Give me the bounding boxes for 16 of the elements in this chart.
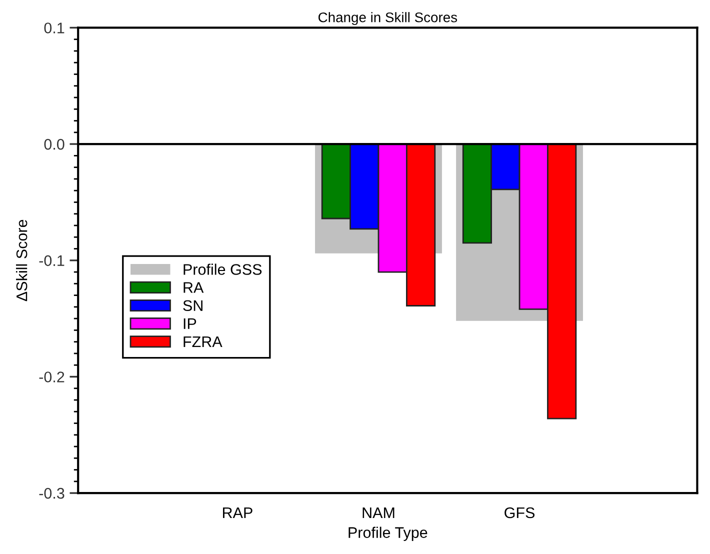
legend-label: Profile GSS — [184, 264, 262, 275]
y-tick-label: -0.1 — [39, 255, 64, 266]
y-tick-label: -0.3 — [39, 488, 64, 499]
legend-label: IP — [184, 318, 196, 329]
chart-title: Change in Skill Scores — [318, 12, 458, 26]
legend-label: FZRA — [184, 336, 222, 347]
legend-label: SN — [183, 300, 202, 312]
x-axis-title: Profile Type — [348, 526, 428, 541]
y-axis-title: ΔSkill Score — [16, 220, 28, 302]
x-tick-label: GFS — [504, 507, 535, 518]
y-tick-label: 0.0 — [44, 138, 64, 150]
x-tick-label: NAM — [362, 508, 394, 518]
y-tick-label: 0.1 — [44, 22, 64, 34]
legend-label: RA — [184, 282, 204, 293]
y-tick-label: -0.2 — [39, 372, 64, 382]
x-tick-label: RAP — [223, 508, 252, 518]
